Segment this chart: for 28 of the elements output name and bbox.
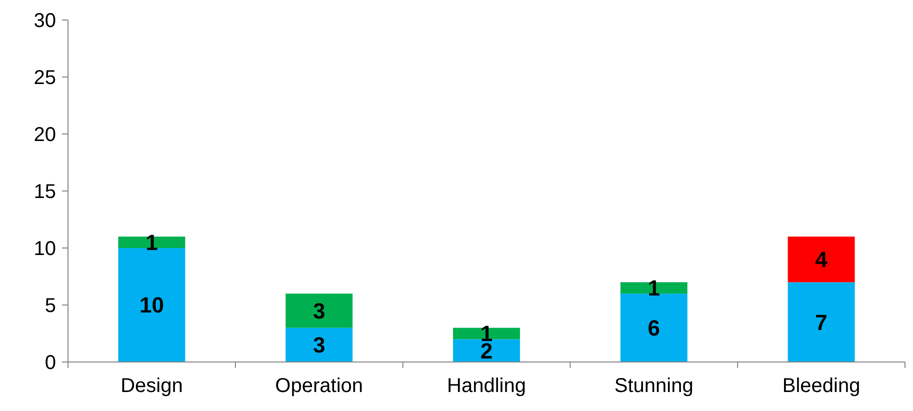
- data-label: 6: [648, 316, 660, 340]
- bar: [118, 236, 186, 248]
- data-label: 3: [312, 298, 326, 324]
- data-label: 7: [815, 310, 828, 335]
- y-tick-label: 20: [34, 124, 56, 146]
- bar: [118, 248, 186, 362]
- bar: [453, 328, 520, 340]
- y-tick-label: 10: [34, 238, 56, 260]
- y-tick-label: 15: [34, 181, 56, 203]
- data-label: 10: [139, 292, 164, 318]
- x-tick-label: Bleeding: [782, 375, 860, 397]
- y-tick-label: 30: [34, 10, 56, 32]
- y-tick-label: 0: [44, 352, 56, 374]
- x-tick-label: Stunning: [614, 375, 694, 397]
- bar: [453, 339, 520, 362]
- bar: [788, 236, 855, 282]
- data-label: 3: [312, 332, 326, 358]
- x-tick-label: Handling: [447, 375, 526, 397]
- bar: [620, 294, 688, 362]
- x-tick-label: Design: [120, 375, 183, 397]
- y-tick-label: 5: [44, 295, 56, 317]
- y-tick-label: 25: [34, 67, 56, 89]
- bar: [788, 282, 855, 362]
- data-label: 4: [815, 247, 828, 272]
- bar: [286, 328, 353, 362]
- bar: [620, 282, 688, 294]
- bar: [286, 294, 353, 328]
- x-tick-label: Operation: [275, 375, 364, 397]
